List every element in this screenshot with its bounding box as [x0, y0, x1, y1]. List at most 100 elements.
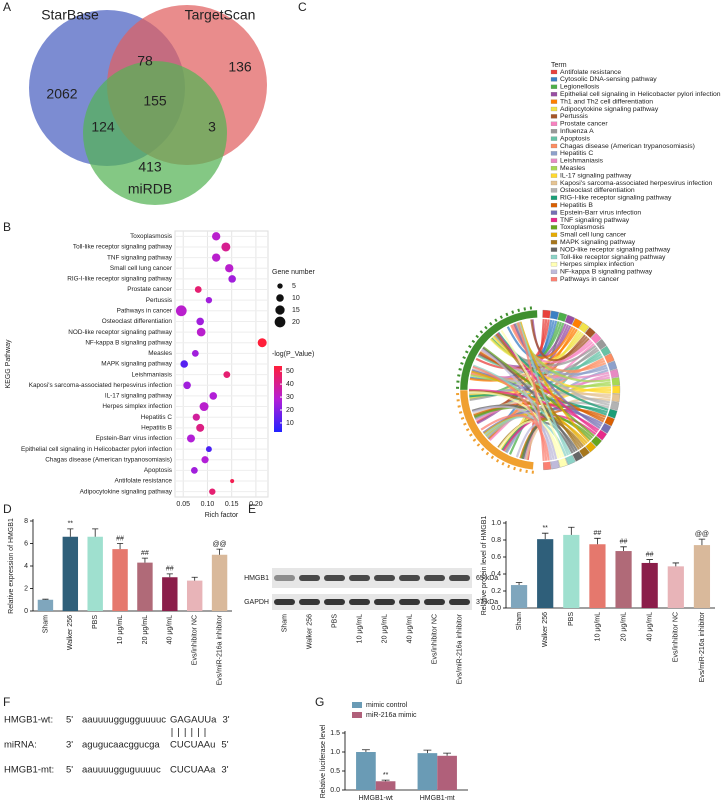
y-tick-label: Toll-like receptor signaling pathway — [73, 244, 173, 251]
gene-tick — [472, 438, 477, 442]
x-tick-label: 10 μg/mL — [117, 615, 124, 644]
gene-tick — [484, 325, 488, 330]
colorbar-label: 50 — [286, 368, 294, 375]
bar — [162, 577, 178, 611]
error-bar — [698, 538, 706, 546]
blot-lane-label: Walker 256 — [306, 614, 313, 649]
y-tick-label: Prostate cancer — [127, 286, 173, 293]
legend-label: Hepatitis C — [560, 150, 593, 157]
blot-band — [324, 599, 345, 605]
y-tick-label: MAPK signaling pathway — [101, 361, 172, 368]
gene-tick — [458, 411, 463, 414]
panel-letter: E — [248, 502, 256, 516]
bar — [62, 536, 79, 611]
dot — [187, 434, 195, 443]
colorbar-label: 30 — [286, 394, 294, 401]
gene-tick — [501, 461, 505, 466]
bar — [563, 534, 580, 608]
sequence-end: 3' — [66, 740, 73, 751]
size-legend-dot — [276, 294, 284, 302]
legend-label: IL-17 signaling pathway — [560, 172, 632, 179]
size-legend-label: 5 — [292, 283, 296, 290]
error-bar — [423, 749, 432, 754]
blot-lane-label: 20 μg/mL — [381, 614, 388, 643]
panel-letter: B — [3, 220, 11, 234]
x-tick-label: PBS — [568, 612, 575, 626]
y-axis-title: KEGG Pathway — [5, 339, 12, 389]
blot-lane-label: PBS — [331, 614, 338, 628]
legend-label: TNF signaling pathway — [560, 217, 630, 224]
legend-swatch — [550, 247, 558, 252]
legend-swatch — [550, 203, 558, 208]
gene-tick — [485, 451, 490, 456]
legend-swatch — [550, 277, 558, 282]
gene-tick — [489, 321, 493, 326]
blot-lane-label: Evs/inhibitor NC — [431, 614, 438, 664]
legend-swatch — [550, 136, 558, 141]
blot-band — [399, 575, 420, 581]
error-bar — [381, 779, 390, 782]
significance-mark: ** — [542, 525, 548, 532]
dot — [183, 381, 191, 390]
chord-ribbon — [469, 391, 560, 459]
dot — [223, 371, 231, 379]
legend-title: Term — [551, 62, 567, 69]
dot — [190, 467, 198, 474]
y-tick-label: Hepatitis C — [141, 414, 173, 421]
gene-tick — [511, 310, 515, 314]
dot — [209, 392, 218, 400]
gene-tick — [505, 312, 509, 317]
legend-label: Th1 and Th2 cell differentiation — [560, 98, 653, 105]
y-tick-label: Osteoclast differentiation — [102, 318, 173, 325]
sequence-end: 5' — [221, 740, 228, 751]
x-tick-label: Evs/inhibitor NC — [673, 612, 680, 662]
legend-swatch — [550, 240, 558, 245]
y-tick-label: RIG-I-like receptor signaling pathway — [67, 276, 173, 283]
chord-ring — [467, 317, 613, 463]
blot-lane-label: Sham — [281, 614, 288, 632]
venn-set-label: miRDB — [128, 181, 172, 197]
legend-swatch — [550, 69, 558, 75]
legend-label: NF-kappa B signaling pathway — [560, 269, 653, 276]
sequence-end: 5' — [66, 765, 73, 776]
chord-ribbon — [518, 321, 570, 456]
legend-label: Epithelial cell signaling in Helicobacte… — [560, 91, 721, 98]
error-bar — [42, 598, 49, 600]
bar — [537, 539, 554, 608]
x-tick-label: HMGB1-wt — [359, 795, 393, 802]
significance-mark: ## — [646, 551, 654, 558]
dot — [201, 456, 209, 464]
y-tick-label: Epithelial cell signaling in Helicobacte… — [21, 446, 172, 453]
venn-count: 155 — [143, 93, 167, 109]
legend-label: Leishmaniasis — [560, 158, 604, 165]
error-bar — [191, 576, 198, 581]
y-tick-label: 1.0 — [491, 520, 501, 527]
dot — [175, 305, 187, 317]
chord-ribbon — [472, 405, 555, 460]
legend-swatch — [550, 225, 558, 230]
size-legend-dot — [274, 316, 286, 328]
legend-swatch — [550, 106, 558, 112]
y-axis-title: Relative expression of HMGB1 — [8, 518, 15, 614]
term-arc — [611, 385, 621, 394]
bar — [375, 781, 396, 790]
size-legend-label: 15 — [292, 307, 300, 314]
legend-swatch — [550, 99, 558, 104]
gene-tick — [495, 458, 500, 463]
dot — [192, 413, 200, 421]
legend-label: miR-216a mimic — [366, 712, 417, 719]
bar — [211, 554, 228, 611]
sequence-end: 3' — [221, 765, 228, 776]
chord-ribbon — [530, 319, 590, 362]
legend-label: Pathways in cancer — [560, 276, 620, 283]
sequence: aauuuugguguuuuc — [82, 765, 161, 776]
legend-swatch — [550, 121, 558, 126]
legend-swatch — [550, 254, 558, 260]
legend-label: Prostate cancer — [560, 121, 608, 128]
colorbar-label: 40 — [286, 381, 294, 388]
chord-ribbon — [519, 321, 590, 443]
dot — [199, 402, 209, 412]
y-tick-label: Chagas disease (American trypanosomiasis… — [45, 456, 172, 463]
x-tick-label: 10 μg/mL — [594, 612, 601, 641]
venn-count: 136 — [228, 59, 252, 75]
